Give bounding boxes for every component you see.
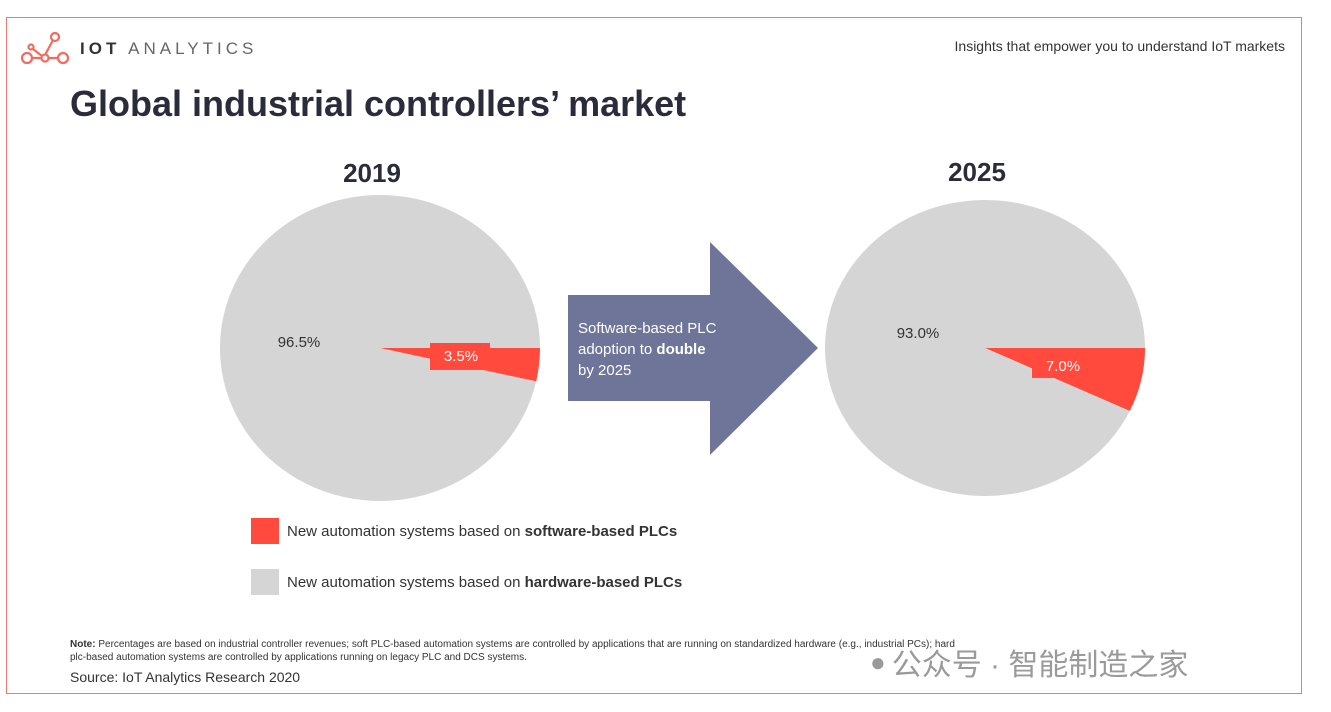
tagline: Insights that empower you to understand …: [954, 38, 1285, 54]
legend-label: New automation systems based on software…: [287, 522, 678, 540]
network-nodes-icon: [20, 32, 70, 65]
slice-label: 3.5%: [444, 348, 478, 365]
logo: IOT ANALYTICS: [20, 32, 257, 66]
label-box: [430, 343, 490, 370]
slice-label: 7.0%: [1046, 358, 1080, 375]
arrow-text: Software-based PLC adoption to double by…: [578, 320, 717, 379]
pie-slice: [825, 200, 1145, 497]
legend-item-hardware: New automation systems based on hardware…: [251, 569, 682, 595]
legend-label: New automation systems based on hardware…: [287, 573, 683, 591]
slide-frame: [6, 17, 1302, 694]
pie-title: 2019: [343, 158, 401, 188]
legend-swatch: [251, 569, 279, 595]
pie-slice: [985, 348, 1145, 412]
legend-swatch: [251, 518, 279, 544]
wechat-icon: ●: [870, 646, 886, 677]
watermark: ● 公众号 · 智能制造之家: [870, 646, 1189, 683]
page-title: Global industrial controllers’ market: [70, 83, 687, 124]
slice-label: 93.0%: [897, 325, 940, 342]
source: Source: IoT Analytics Research 2020: [70, 669, 301, 685]
pie-title: 2025: [948, 157, 1006, 187]
footnote: Note: Percentages are based on industria…: [70, 639, 955, 663]
slice-label: 96.5%: [278, 334, 321, 351]
legend-item-software: New automation systems based on software…: [251, 518, 677, 544]
pie-slice: [220, 194, 541, 501]
label-box: [1032, 350, 1072, 378]
brand-name: IOT ANALYTICS: [80, 39, 258, 58]
arrow-shape: [568, 242, 818, 455]
